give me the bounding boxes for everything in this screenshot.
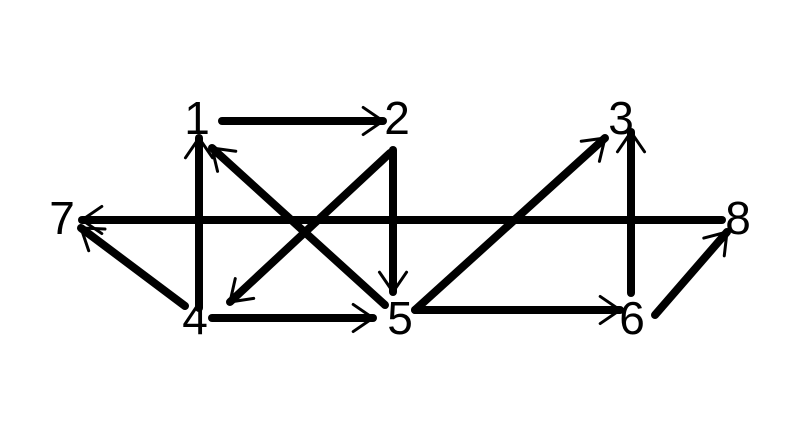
- edge-line: [77, 224, 189, 310]
- arrowhead-icon: [615, 130, 647, 154]
- edge-6-to-8: [651, 228, 731, 319]
- edge-line: [226, 149, 394, 306]
- edge-2-to-4: [226, 149, 394, 306]
- edge-4-to-5: [208, 302, 377, 334]
- node-label-3: 3: [608, 92, 634, 144]
- node-label-5: 5: [387, 292, 413, 344]
- node-label-4: 4: [182, 292, 208, 344]
- edge-8-to-7: [78, 204, 726, 236]
- node-label-7: 7: [49, 192, 75, 244]
- arrowhead-icon: [228, 277, 256, 304]
- edge-4-to-7: [77, 224, 189, 310]
- arrowhead-icon: [183, 136, 215, 160]
- node-label-6: 6: [619, 292, 645, 344]
- edge-line: [208, 144, 389, 309]
- labels-layer: 1 2 3 4 5 6 7 8: [49, 92, 751, 344]
- arrowhead-icon: [351, 302, 375, 334]
- edge-5-to-1: [208, 144, 389, 309]
- node-label-8: 8: [725, 192, 751, 244]
- edges-layer: [77, 105, 731, 334]
- node-label-2: 2: [384, 92, 410, 144]
- node-label-1: 1: [184, 92, 210, 144]
- arrowhead-icon: [579, 136, 607, 163]
- arrowhead-icon: [377, 270, 409, 294]
- edge-line: [411, 134, 609, 314]
- edge-line: [651, 228, 731, 319]
- arrowhead-icon: [598, 294, 622, 326]
- edge-5-to-3: [411, 134, 609, 314]
- arrowhead-icon: [702, 230, 729, 258]
- edge-5-to-6: [411, 294, 624, 326]
- arrowhead-icon: [361, 105, 385, 137]
- arrowhead-icon: [80, 204, 104, 236]
- arrowhead-icon: [210, 146, 238, 173]
- edge-1-to-2: [218, 105, 387, 137]
- edge-6-to-3: [615, 128, 647, 297]
